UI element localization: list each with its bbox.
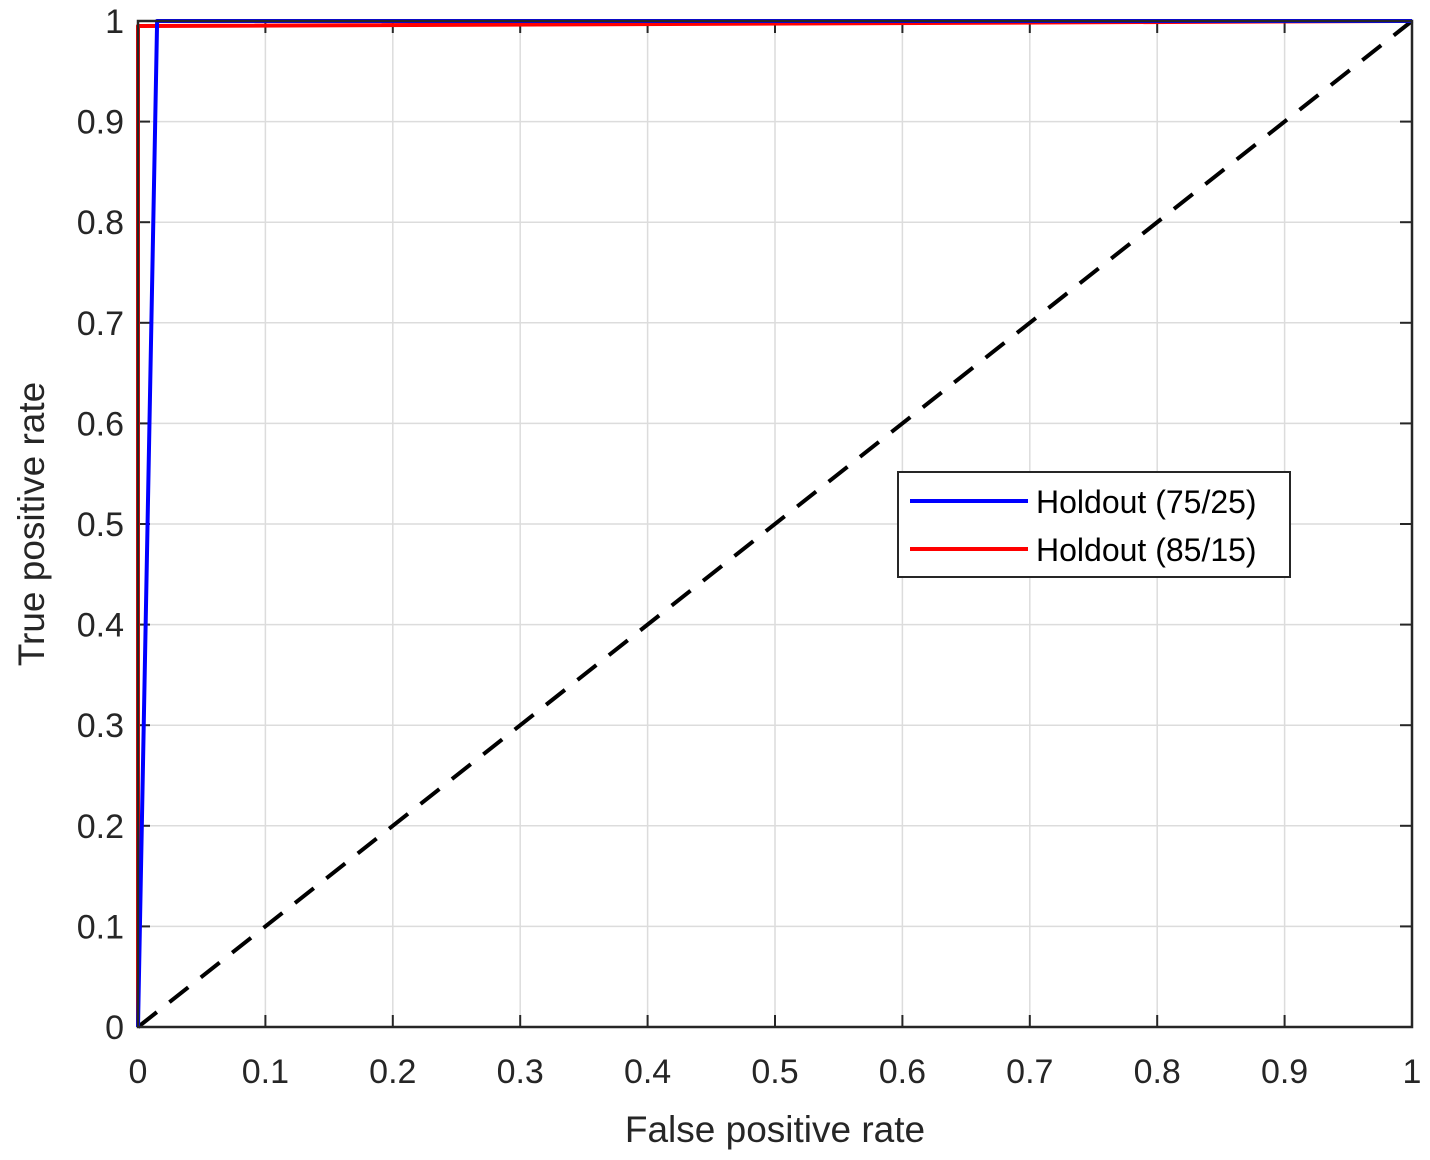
x-tick-label: 0.3 — [497, 1053, 544, 1091]
x-tick-label: 0.2 — [369, 1053, 416, 1091]
reference-diagonal — [136, 19, 1414, 1029]
y-tick-label: 0.9 — [77, 104, 124, 142]
y-tick-label: 0 — [105, 1009, 124, 1047]
plot-frame — [136, 19, 1414, 1029]
legend: Holdout (75/25) Holdout (85/15) — [897, 471, 1291, 578]
y-tick-label: 1 — [105, 3, 124, 41]
y-tick-label: 0.2 — [77, 808, 124, 846]
y-tick-label: 0.5 — [77, 506, 124, 544]
y-tick-labels: 0 0.1 0.2 0.3 0.4 0.5 0.6 0.7 0.8 0.9 1 — [77, 3, 124, 1047]
legend-box — [897, 471, 1291, 578]
x-tick-label: 0.9 — [1261, 1053, 1308, 1091]
x-tick-label: 0.4 — [624, 1053, 671, 1091]
x-tick-label: 0.6 — [879, 1053, 926, 1091]
reference-diagonal-line — [136, 19, 1414, 1029]
x-tick-label: 0.1 — [242, 1053, 289, 1091]
x-tick-label: 0 — [129, 1053, 148, 1091]
y-tick-label: 0.8 — [77, 204, 124, 242]
legend-label-2: Holdout (85/15) — [1036, 532, 1257, 568]
y-tick-label: 0.7 — [77, 305, 124, 343]
x-tick-label: 1 — [1403, 1053, 1422, 1091]
x-tick-labels: 0 0.1 0.2 0.3 0.4 0.5 0.6 0.7 0.8 0.9 1 — [129, 1053, 1422, 1091]
y-tick-label: 0.1 — [77, 908, 124, 946]
x-axis-label: False positive rate — [625, 1109, 925, 1150]
y-tick-label: 0.6 — [77, 405, 124, 443]
y-tick-label: 0.4 — [77, 607, 124, 645]
x-tick-label: 0.7 — [1006, 1053, 1053, 1091]
y-tick-label: 0.3 — [77, 707, 124, 745]
x-tick-label: 0.5 — [751, 1053, 798, 1091]
x-tick-label: 0.8 — [1134, 1053, 1181, 1091]
y-axis-label: True positive rate — [11, 382, 52, 666]
legend-label-1: Holdout (75/25) — [1036, 484, 1257, 520]
